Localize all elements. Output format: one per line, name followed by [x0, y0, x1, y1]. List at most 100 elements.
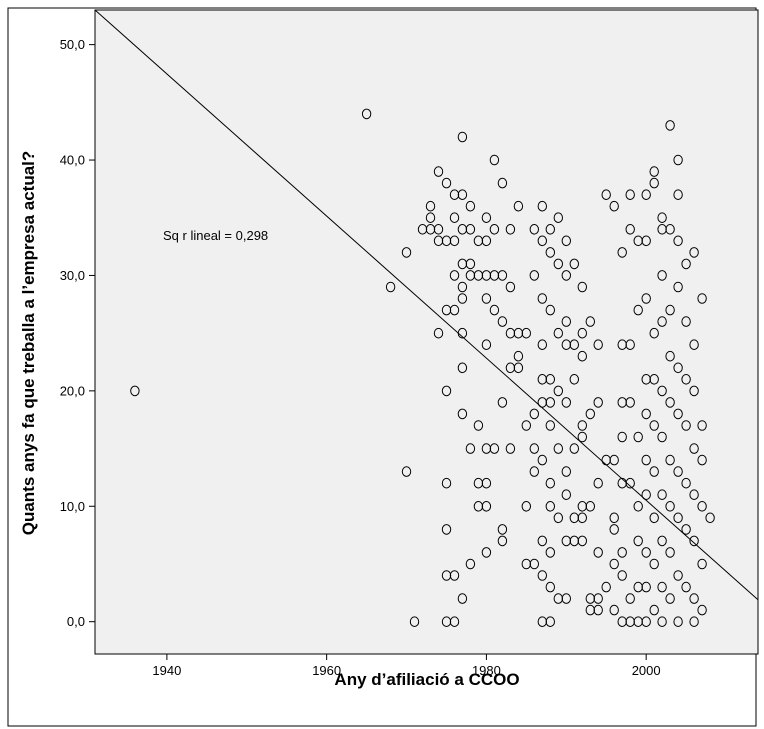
data-point — [593, 593, 603, 604]
data-point — [697, 604, 707, 616]
data-point — [497, 397, 508, 408]
data-point — [681, 420, 691, 431]
data-point — [449, 304, 460, 316]
fit-annotation: Sq r lineal = 0,298 — [163, 228, 268, 243]
data-point — [649, 166, 659, 177]
data-point — [673, 362, 683, 374]
data-point — [505, 224, 516, 235]
y-tick-label: 10,0 — [60, 499, 85, 514]
data-point — [633, 501, 643, 512]
data-point — [625, 593, 635, 604]
data-point — [649, 420, 659, 431]
data-point — [409, 616, 420, 628]
data-point — [425, 200, 436, 212]
data-point — [681, 374, 691, 385]
data-point — [457, 189, 468, 200]
data-point — [537, 570, 547, 581]
data-point — [505, 281, 516, 293]
data-point — [441, 385, 452, 397]
data-point — [681, 316, 691, 327]
data-point — [577, 327, 587, 339]
data-point — [617, 431, 627, 443]
data-point — [673, 466, 683, 477]
data-point — [473, 420, 484, 431]
data-point — [537, 293, 547, 304]
data-point — [433, 224, 444, 235]
data-point — [481, 547, 492, 558]
y-axis-title: Quants anys fa que treballa a l’empresa … — [19, 151, 38, 536]
data-point — [593, 397, 603, 408]
data-point — [641, 189, 651, 200]
data-point — [553, 327, 563, 339]
data-point — [513, 200, 524, 212]
data-point — [545, 616, 555, 628]
data-point — [665, 120, 675, 131]
data-point — [649, 558, 659, 570]
x-axis-title: Any d’afiliació a CCOO — [334, 670, 519, 689]
data-point — [489, 304, 500, 316]
data-point — [657, 385, 667, 397]
data-point — [649, 604, 659, 616]
data-point — [601, 189, 611, 200]
data-point — [657, 489, 667, 501]
data-point — [449, 235, 460, 247]
data-point — [537, 535, 547, 547]
plot-area — [94, 9, 759, 655]
data-point — [641, 489, 651, 501]
data-point — [657, 431, 667, 443]
data-point — [641, 408, 651, 420]
data-point — [401, 466, 412, 477]
data-point — [130, 385, 140, 397]
data-point — [545, 501, 555, 512]
data-point — [649, 177, 659, 189]
data-point — [617, 247, 627, 258]
data-point — [689, 247, 699, 258]
data-point — [609, 512, 619, 524]
data-point — [681, 581, 691, 593]
data-point — [625, 189, 635, 200]
data-point — [441, 524, 452, 535]
data-point — [641, 293, 651, 304]
data-point — [529, 443, 539, 454]
data-point — [593, 604, 603, 616]
data-point — [441, 177, 452, 189]
data-point — [457, 131, 468, 143]
data-point — [601, 581, 611, 593]
data-point — [649, 327, 659, 339]
data-point — [665, 397, 675, 408]
data-point — [529, 408, 539, 420]
data-point — [657, 616, 667, 628]
data-point — [481, 293, 492, 304]
data-point — [585, 408, 595, 420]
data-point — [553, 443, 563, 454]
data-point — [641, 547, 651, 558]
data-point — [697, 420, 707, 431]
data-point — [497, 316, 508, 327]
data-point — [617, 570, 627, 581]
data-point — [577, 431, 587, 443]
data-point — [481, 501, 492, 512]
data-point — [649, 512, 659, 524]
data-point — [545, 547, 555, 558]
data-point — [489, 443, 500, 454]
data-point — [441, 477, 452, 489]
x-tick-label: 2000 — [632, 663, 661, 678]
data-point — [577, 420, 587, 431]
data-point — [689, 339, 699, 351]
data-point — [689, 489, 699, 501]
data-point — [609, 200, 619, 212]
regression-line — [94, 9, 759, 601]
data-point — [521, 327, 531, 339]
data-point — [545, 247, 555, 258]
data-point — [609, 524, 619, 535]
data-point — [689, 616, 699, 628]
data-point — [553, 258, 563, 270]
data-point — [673, 512, 683, 524]
data-point — [465, 258, 476, 270]
data-point — [657, 535, 667, 547]
data-point — [569, 339, 579, 351]
x-tick-label: 1980 — [472, 663, 501, 678]
data-point — [537, 454, 547, 466]
data-point — [465, 443, 476, 454]
y-tick-label: 50,0 — [60, 37, 85, 52]
